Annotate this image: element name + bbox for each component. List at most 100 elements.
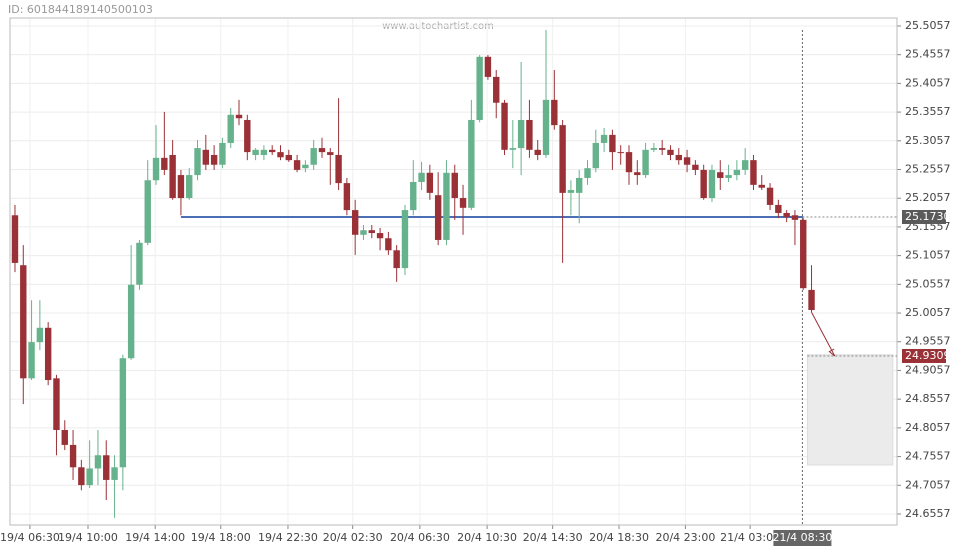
candle-body [385, 238, 392, 251]
candle-body [210, 154, 218, 165]
x-tick-label: 20/4 10:30 [457, 531, 517, 544]
candle-body [119, 358, 127, 468]
candle-body [376, 233, 384, 239]
candle-body [177, 175, 185, 199]
candle-body [260, 149, 268, 155]
candle-body [20, 265, 27, 379]
candle-body [808, 289, 815, 310]
candle-body [28, 342, 35, 379]
level-label: 25.1730 [905, 210, 951, 223]
y-tick-label: 25.5057 [905, 19, 951, 32]
chart-id: ID: 601844189140500103 [8, 3, 153, 16]
candle-body [576, 177, 583, 193]
arrow-head [828, 348, 836, 357]
candle-body [658, 148, 666, 150]
candle-body [542, 99, 550, 155]
candle-body [642, 149, 649, 176]
candle-body [169, 154, 176, 199]
projection-arrow [811, 312, 836, 357]
candle-body [634, 172, 641, 176]
x-tick-label: 19/4 22:30 [258, 531, 318, 544]
candle-body [285, 154, 292, 161]
candle-body [551, 99, 558, 126]
candle-body [526, 119, 533, 150]
candle-body [717, 172, 724, 178]
candle-body [534, 149, 541, 155]
candle-body [302, 164, 309, 169]
candle-body [235, 114, 243, 119]
candle-body [775, 204, 782, 213]
level-label-box [902, 209, 946, 224]
candle-body [410, 181, 417, 211]
candle-body [468, 119, 475, 208]
candle-body [219, 142, 226, 165]
candle-body [327, 152, 334, 155]
y-tick-label: 25.4557 [905, 48, 951, 61]
candle-body [517, 119, 525, 149]
candle-body [277, 152, 284, 158]
candle-body [426, 172, 434, 193]
candle-body [86, 468, 93, 486]
candle-body [584, 168, 591, 178]
candle-body [244, 119, 251, 153]
candle-body [733, 169, 741, 176]
candle-body [692, 164, 699, 170]
candle-body [443, 172, 450, 240]
target-label: 24.9309 [905, 349, 951, 362]
candle-body [758, 184, 765, 188]
y-tick-label: 25.2557 [905, 163, 951, 176]
candle-body [94, 455, 102, 469]
candle-body [351, 210, 359, 235]
candle-body [202, 149, 210, 165]
candle-body [360, 230, 367, 235]
candle-body [609, 134, 616, 153]
candle-body [69, 444, 77, 468]
candle-body [783, 212, 790, 217]
candle-body [368, 230, 375, 234]
candle-body [293, 160, 301, 170]
candle-body [161, 157, 168, 170]
candle-body [592, 142, 600, 169]
candle-body [725, 175, 732, 178]
candle-body [186, 175, 193, 199]
candle-body [136, 242, 143, 285]
y-tick-label: 25.0557 [905, 277, 951, 290]
candle-body [53, 378, 60, 430]
candle-body [61, 429, 68, 445]
candle-body [741, 160, 749, 170]
candle-body [111, 467, 118, 480]
forecast-zone [806, 354, 894, 466]
candle-body [127, 284, 135, 359]
candle-body [683, 157, 691, 165]
x-tick-label: 20/4 02:30 [323, 531, 383, 544]
candle-body [335, 154, 342, 184]
candle-body [567, 190, 575, 193]
candle-body [227, 114, 234, 143]
candle-body [144, 180, 151, 243]
candle-body [800, 219, 807, 289]
x-tick-label: 20/4 06:30 [390, 531, 450, 544]
candle-body [152, 157, 160, 181]
candle-body [766, 187, 774, 205]
x-tick-label: 19/4 06:30 [0, 531, 60, 544]
y-tick-label: 25.4057 [905, 76, 951, 89]
y-tick-label: 24.6557 [905, 507, 951, 520]
candle-body [476, 56, 483, 120]
candle-body [44, 327, 52, 381]
y-tick-label: 24.7057 [905, 478, 951, 491]
watermark: www.autochartist.com [382, 21, 494, 32]
candle-body [484, 56, 492, 77]
candle-body [194, 148, 201, 176]
candle-body [650, 148, 658, 150]
candle-body [600, 134, 608, 143]
candle-body [509, 148, 517, 150]
candle-body [700, 169, 707, 199]
y-tick-label: 25.3557 [905, 105, 951, 118]
candle-body [434, 195, 442, 240]
x-tick-label: 20/4 23:00 [655, 531, 715, 544]
x-tick-label: 19/4 14:00 [125, 531, 185, 544]
y-tick-label: 24.8057 [905, 421, 951, 434]
candle-body [493, 76, 500, 103]
candle-body [625, 152, 633, 173]
